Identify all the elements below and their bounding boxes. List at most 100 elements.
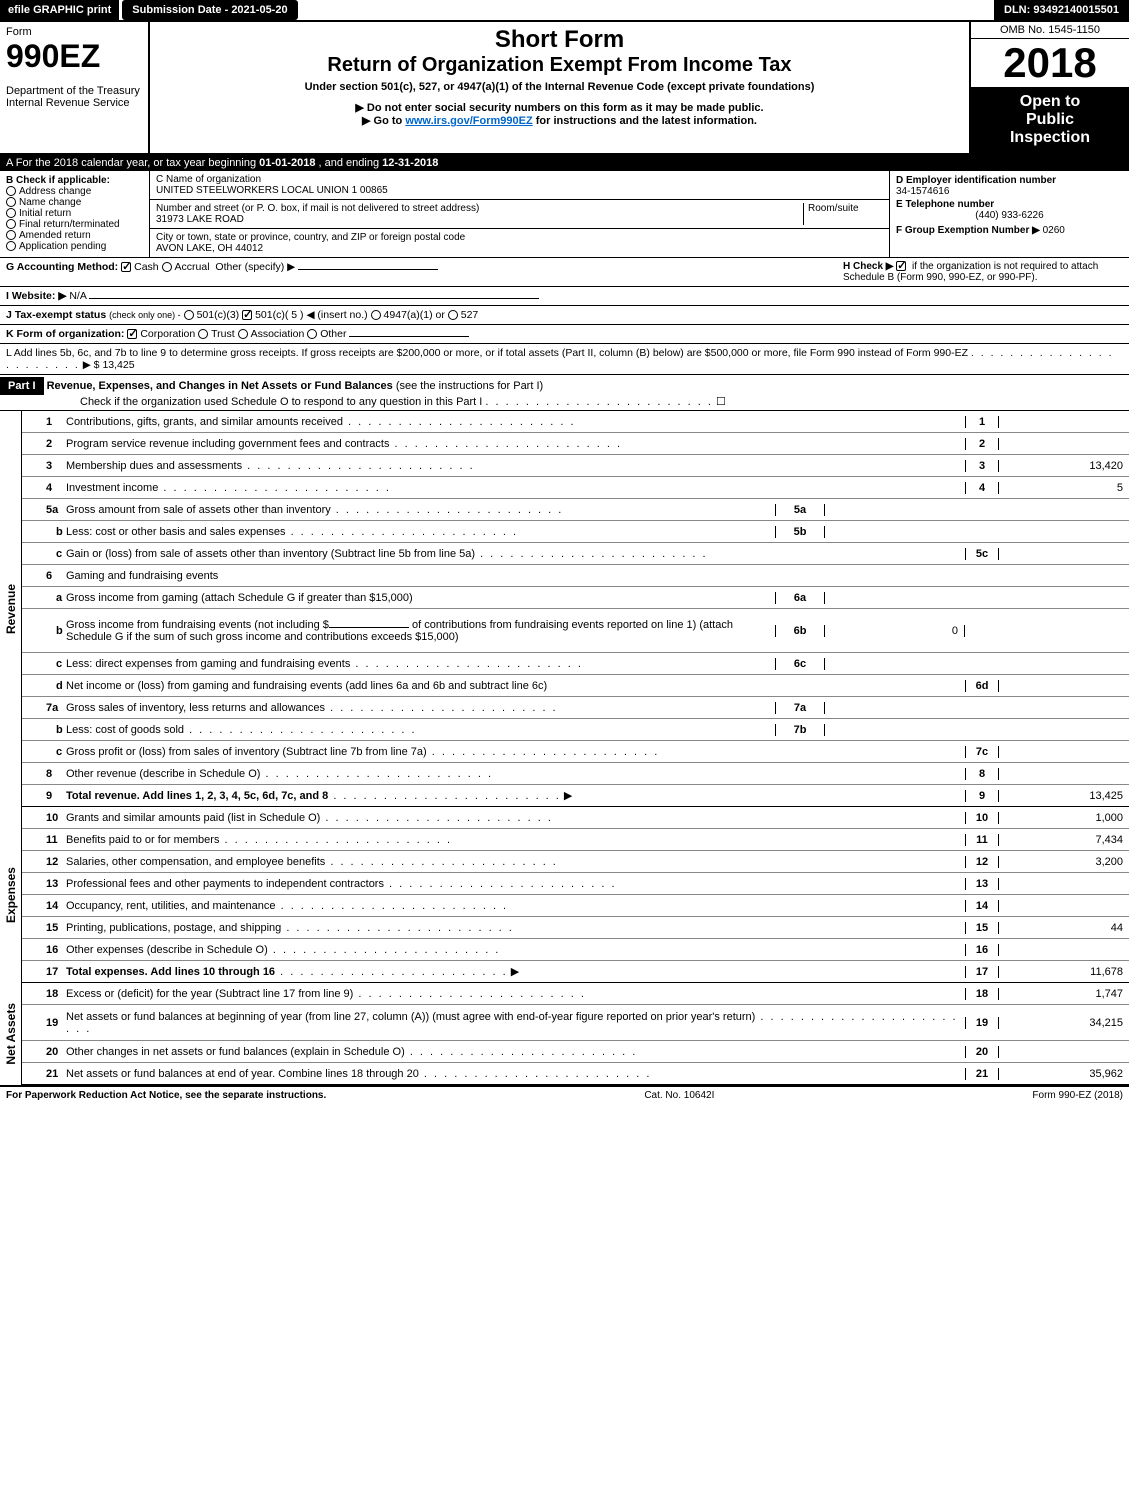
tax-year-begin: 01-01-2018 — [259, 157, 315, 169]
check-other-org[interactable] — [307, 329, 317, 339]
check-corp[interactable] — [127, 329, 137, 339]
l7a-bn: 7a — [775, 702, 825, 714]
l11-n: 11 — [22, 832, 62, 848]
l9-rv: 13,425 — [999, 790, 1129, 802]
l5b-n: b — [22, 524, 62, 540]
side-expenses: Expenses — [4, 867, 18, 923]
l15-rv: 44 — [999, 922, 1129, 934]
l6b-bn: 6b — [775, 625, 825, 637]
l5a-d: Gross amount from sale of assets other t… — [66, 504, 331, 516]
gross-receipts: 13,425 — [102, 359, 134, 371]
g-cash: Cash — [134, 261, 159, 273]
open-to-public: Open to Public Inspection — [971, 87, 1129, 153]
omb-number: OMB No. 1545-1150 — [971, 22, 1129, 39]
l19-n: 19 — [22, 1015, 62, 1031]
goto-pre: ▶ Go to — [362, 115, 405, 127]
l1-rn: 1 — [965, 416, 999, 428]
l7a-n: 7a — [22, 700, 62, 716]
open3: Inspection — [975, 129, 1125, 147]
boxC-label-name: C Name of organization — [156, 174, 883, 185]
l11-d: Benefits paid to or for members — [66, 834, 219, 846]
k-o4: Other — [320, 328, 346, 340]
short-form-title: Short Form — [156, 26, 963, 54]
l12-rv: 3,200 — [999, 856, 1129, 868]
l7c-d: Gross profit or (loss) from sales of inv… — [66, 746, 427, 758]
l16-n: 16 — [22, 942, 62, 958]
l6-n: 6 — [22, 568, 62, 584]
check-address[interactable] — [6, 186, 16, 196]
l13-d: Professional fees and other payments to … — [66, 878, 384, 890]
note-ssn: ▶ Do not enter social security numbers o… — [156, 101, 963, 114]
check-527[interactable] — [448, 310, 458, 320]
check-assoc[interactable] — [238, 329, 248, 339]
note-goto: ▶ Go to www.irs.gov/Form990EZ for instru… — [156, 114, 963, 127]
l13-rn: 13 — [965, 878, 999, 890]
efile-label: efile GRAPHIC print — [0, 0, 119, 20]
l11-rv: 7,434 — [999, 834, 1129, 846]
l10-rn: 10 — [965, 812, 999, 824]
l16-rn: 16 — [965, 944, 999, 956]
l6b-bv: 0 — [825, 625, 965, 637]
l12-rn: 12 — [965, 856, 999, 868]
lineK-label: K Form of organization: — [6, 328, 124, 340]
part1-title: Revenue, Expenses, and Changes in Net As… — [47, 380, 393, 392]
check-initial[interactable] — [6, 208, 16, 218]
check-pending[interactable] — [6, 241, 16, 251]
check-cash[interactable] — [121, 262, 131, 272]
ein-value: 34-1574616 — [896, 186, 1123, 197]
l18-rv: 1,747 — [999, 988, 1129, 1000]
dept-treasury: Department of the Treasury — [6, 85, 142, 97]
irs-label: Internal Revenue Service — [6, 97, 142, 109]
l6b-n: b — [22, 623, 62, 639]
part1-header: Part I Revenue, Expenses, and Changes in… — [0, 375, 1129, 411]
l5c-rn: 5c — [965, 548, 999, 560]
box-bcd-row: B Check if applicable: Address change Na… — [0, 171, 1129, 258]
j-o2: 501(c)( 5 ) ◀ (insert no.) — [255, 309, 368, 321]
l6c-bn: 6c — [775, 658, 825, 670]
l20-n: 20 — [22, 1044, 62, 1060]
check-trust[interactable] — [198, 329, 208, 339]
l17-rn: 17 — [965, 966, 999, 978]
lineJ-note: (check only one) - — [109, 310, 181, 320]
l6a-n: a — [22, 590, 62, 606]
l18-d: Excess or (deficit) for the year (Subtra… — [66, 988, 353, 1000]
section-a: A For the 2018 calendar year, or tax yea… — [0, 155, 1129, 171]
open1: Open to — [975, 93, 1125, 111]
form-word: Form — [6, 26, 142, 38]
check-h[interactable] — [896, 261, 906, 271]
l7a-d: Gross sales of inventory, less returns a… — [66, 702, 325, 714]
website-value: N/A — [69, 290, 86, 302]
submission-date: Submission Date - 2021-05-20 — [122, 0, 297, 20]
footer-left: For Paperwork Reduction Act Notice, see … — [6, 1090, 326, 1101]
j-o3: 4947(a)(1) or — [384, 309, 445, 321]
check-final[interactable] — [6, 219, 16, 229]
line-g-h: G Accounting Method: Cash Accrual Other … — [0, 258, 1129, 287]
goto-post: for instructions and the latest informat… — [533, 115, 757, 127]
l6a-bn: 6a — [775, 592, 825, 604]
l9-rn: 9 — [965, 790, 999, 802]
lineL-text: L Add lines 5b, 6c, and 7b to line 9 to … — [6, 347, 968, 359]
l10-d: Grants and similar amounts paid (list in… — [66, 812, 320, 824]
l9-d: Total revenue. Add lines 1, 2, 3, 4, 5c,… — [66, 790, 328, 802]
l19-rv: 34,215 — [999, 1017, 1129, 1029]
boxC-label-city: City or town, state or province, country… — [156, 232, 883, 243]
line-i: I Website: ▶ N/A — [0, 287, 1129, 306]
part1-check-box[interactable]: ☐ — [716, 396, 726, 408]
revenue-section: Revenue 1Contributions, gifts, grants, a… — [0, 411, 1129, 807]
check-accrual[interactable] — [162, 262, 172, 272]
check-4947[interactable] — [371, 310, 381, 320]
check-501c[interactable] — [242, 310, 252, 320]
l17-n: 17 — [22, 964, 62, 980]
l15-n: 15 — [22, 920, 62, 936]
boxB-title: B Check if applicable: — [6, 175, 143, 186]
l4-d: Investment income — [66, 482, 158, 494]
check-name[interactable] — [6, 197, 16, 207]
l21-n: 21 — [22, 1066, 62, 1082]
l6-d: Gaming and fundraising events — [62, 568, 965, 584]
check-amended[interactable] — [6, 230, 16, 240]
l12-d: Salaries, other compensation, and employ… — [66, 856, 325, 868]
irs-link[interactable]: www.irs.gov/Form990EZ — [405, 115, 532, 127]
sectA-pre: A For the 2018 calendar year, or tax yea… — [6, 157, 259, 169]
gex-value: 0260 — [1043, 225, 1065, 236]
check-501c3[interactable] — [184, 310, 194, 320]
